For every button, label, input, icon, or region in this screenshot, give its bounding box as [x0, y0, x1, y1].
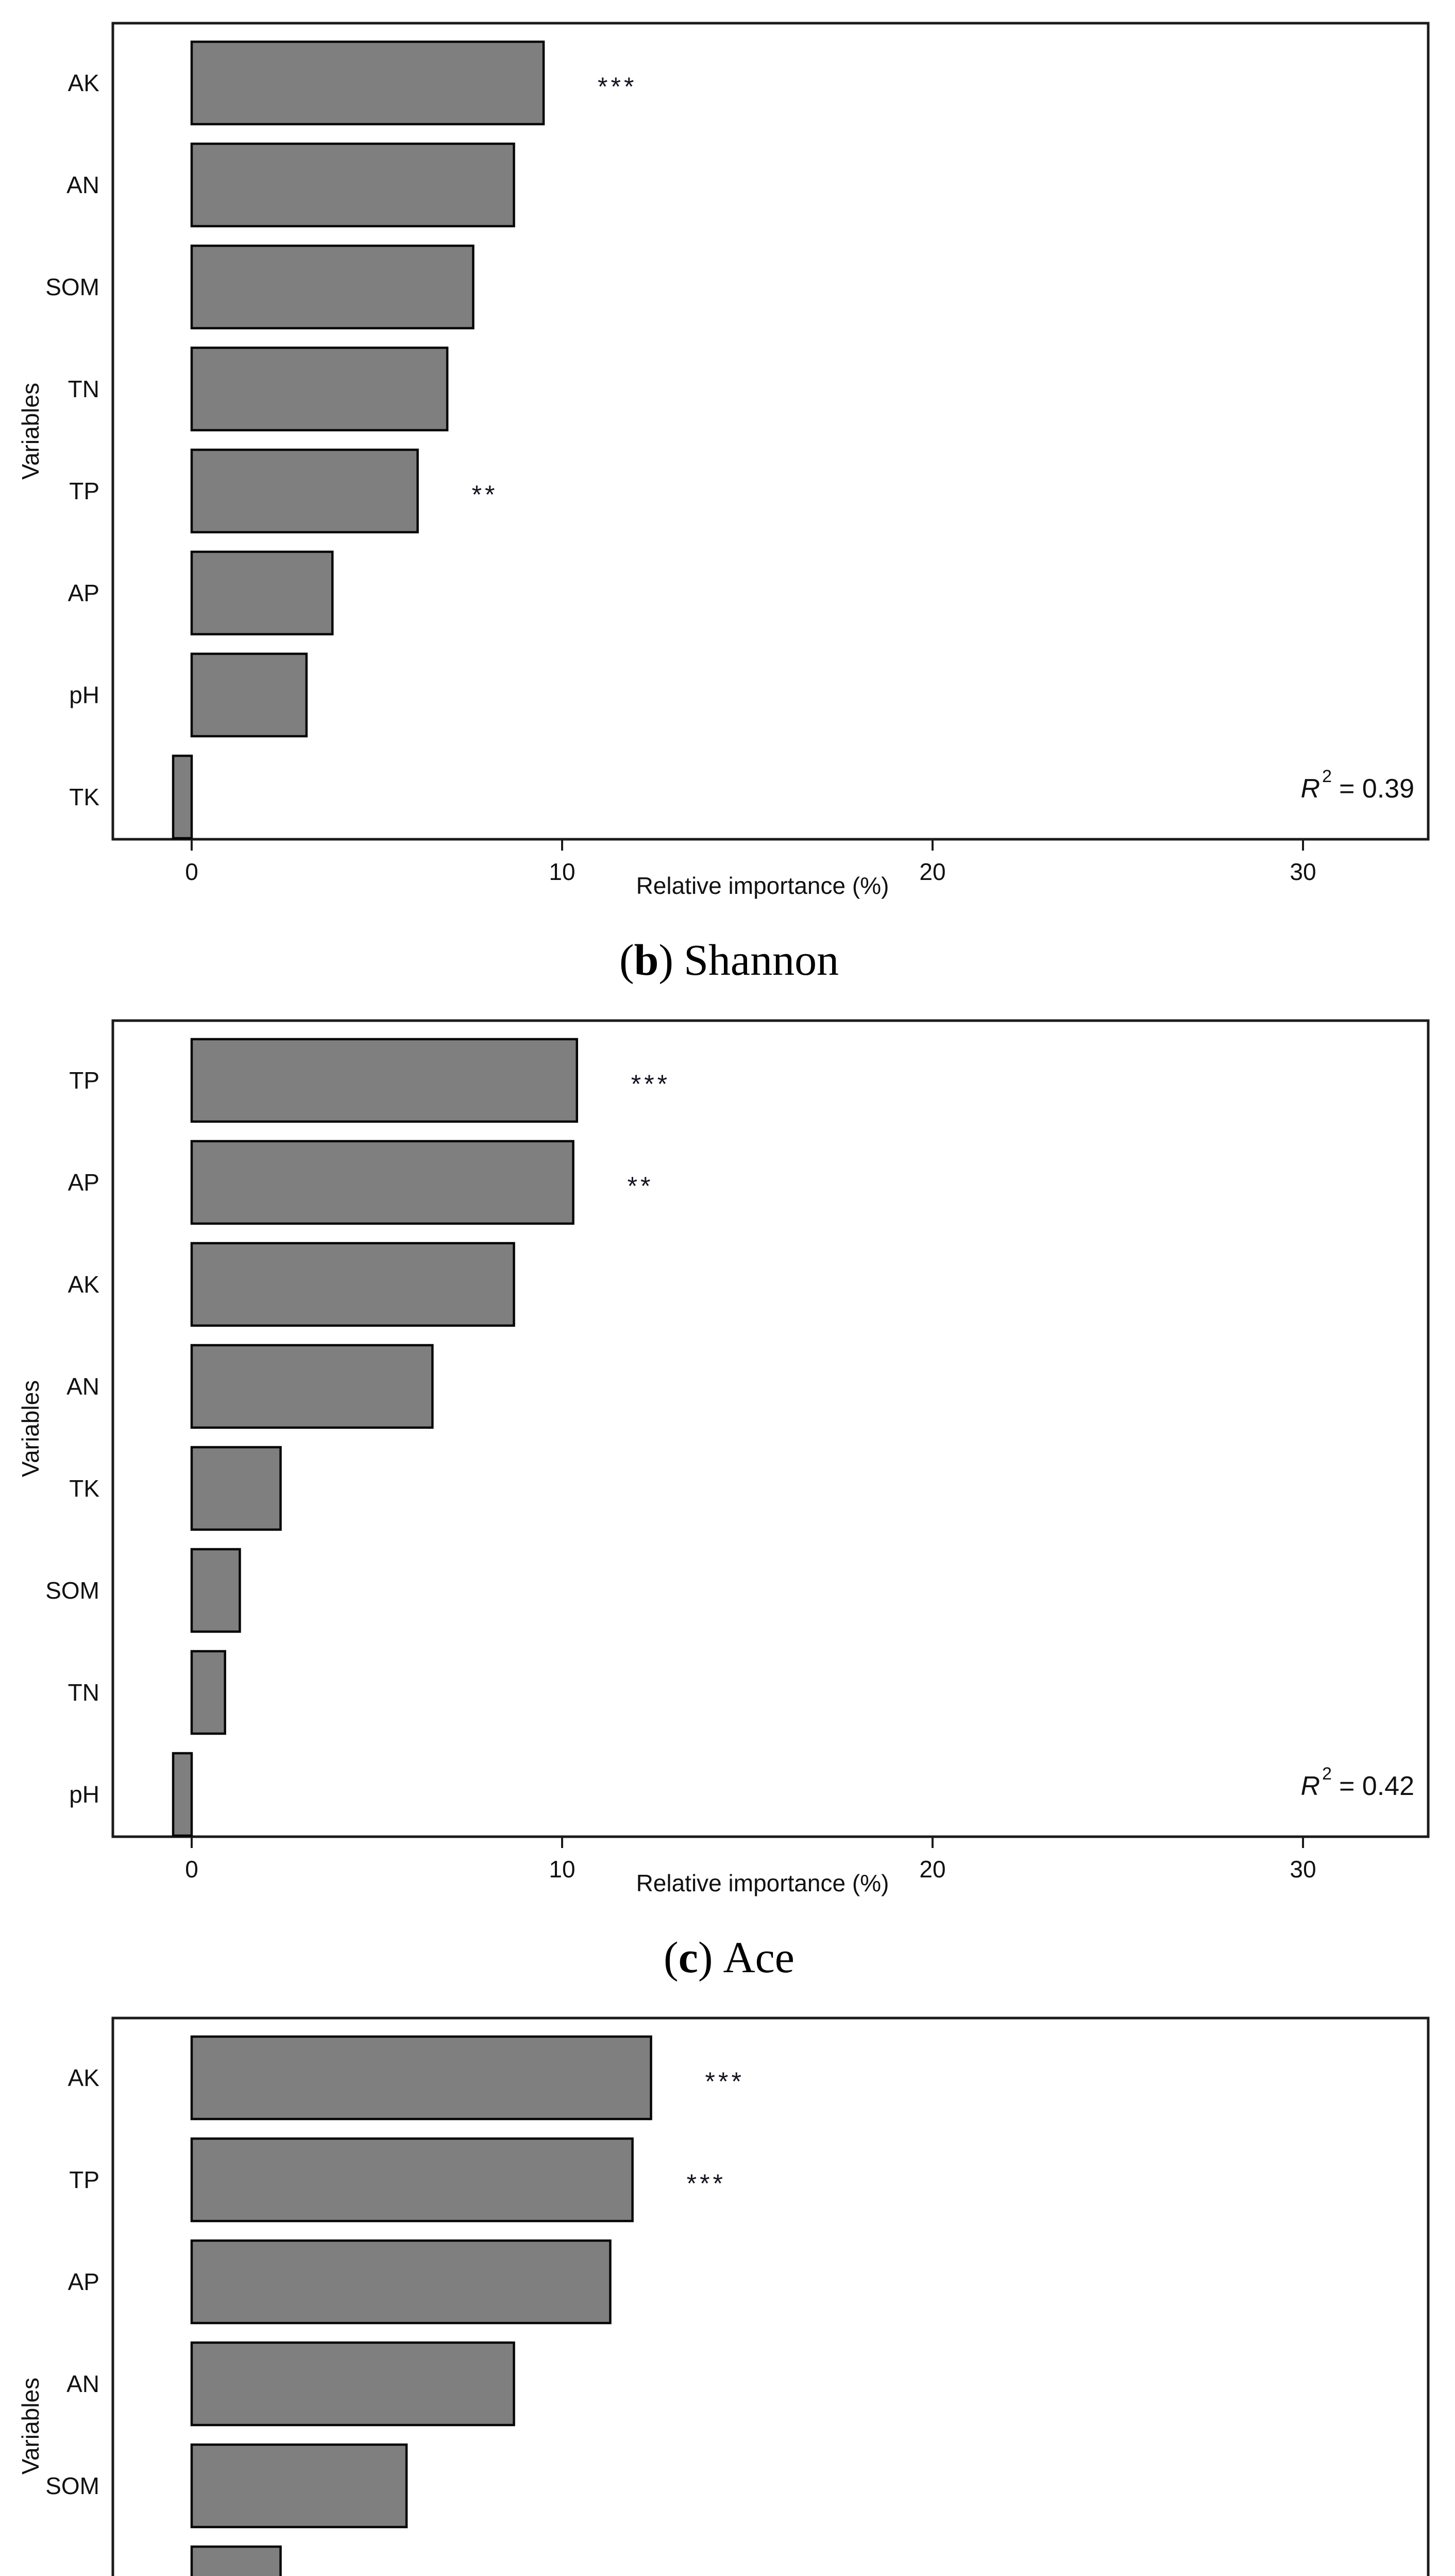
plot-border [111, 22, 1430, 841]
significance-stars-TP: *** [631, 1070, 670, 1098]
bar-TK [172, 754, 193, 840]
x-tick-label-20: 20 [919, 1856, 945, 1883]
y-tick-label-AN: AN [66, 2370, 99, 2397]
plot-border [111, 1019, 1430, 1838]
bar-AK [190, 40, 545, 126]
x-tick-label-10: 10 [549, 1856, 575, 1883]
y-tick-label-SOM: SOM [45, 1577, 99, 1604]
y-tick-label-AK: AK [68, 70, 100, 96]
r-squared-annotation: R 2 = 0.42 [1300, 1764, 1414, 1801]
bar-AK [190, 2035, 652, 2121]
chart-panel-ace: Variables TP *** AP ** AK AN TK SOM TN pH 0 10 20 30… [0, 997, 1455, 1995]
y-tick-label-AN: AN [66, 1373, 99, 1400]
y-tick-label-AP: AP [68, 2268, 99, 2295]
y-tick-label-TP: TP [69, 2166, 99, 2193]
x-tick-label-0: 0 [185, 1856, 198, 1883]
significance-stars-TP: ** [472, 480, 498, 509]
significance-stars-TP: *** [687, 2169, 726, 2198]
panel-caption: (c) Ace [664, 1933, 794, 1982]
bar-AN [190, 142, 515, 228]
x-axis-title: Relative importance (%) [636, 1870, 889, 1896]
y-axis-title: Variables [17, 2378, 44, 2475]
bar-TP [190, 448, 419, 534]
y-tick-label-AK: AK [68, 2064, 100, 2091]
significance-stars-AK: *** [598, 72, 637, 101]
plot-border [111, 2016, 1430, 2576]
bar-TK [190, 1446, 282, 1531]
y-tick-label-TN: TN [68, 2574, 99, 2576]
y-tick-label-SOM: SOM [45, 2472, 99, 2499]
x-axis-layer: 0 10 20 30 [185, 1837, 1316, 1883]
bar-SOM [190, 2443, 408, 2529]
bar-TN [190, 1650, 226, 1735]
y-tick-label-AP: AP [68, 580, 99, 606]
shannon-bar-chart: Variables AK *** AN SOM TN TP ** AP pH TK 0 10 20 30… [17, 22, 1430, 985]
bars-layer: AK *** AN SOM TN TP ** AP pH TK [45, 40, 637, 840]
y-tick-label-pH: pH [69, 1781, 99, 1808]
bar-pH [172, 1752, 193, 1837]
bars-layer: AK***TP***APANSOMTNpHTK [45, 2035, 745, 2576]
x-tick-label-0: 0 [185, 858, 198, 885]
bar-AK [190, 1242, 515, 1327]
x-axis-title: Relative importance (%) [636, 872, 889, 899]
y-axis-title: Variables [17, 1380, 44, 1477]
y-tick-label-TK: TK [69, 784, 99, 810]
bar-SOM [190, 1548, 241, 1633]
y-tick-label-TP: TP [69, 1067, 99, 1094]
y-tick-label-pH: pH [69, 682, 99, 708]
bar-AN [190, 1344, 434, 1429]
bar-TP [190, 2137, 634, 2223]
significance-stars-AK: *** [705, 2067, 745, 2096]
y-tick-label-AP: AP [68, 1169, 99, 1196]
bar-AP [190, 550, 334, 636]
ace-bar-chart: Variables TP *** AP ** AK AN TK SOM TN pH 0 10 20 30… [17, 1019, 1430, 1982]
y-tick-label-TN: TN [68, 1679, 99, 1706]
chart-panel-shannon: Variables AK *** AN SOM TN TP ** AP pH TK 0 10 20 30… [0, 0, 1455, 997]
bar-SOM [190, 244, 475, 330]
bar-TP [190, 1038, 579, 1123]
bars-layer: TP *** AP ** AK AN TK SOM TN pH [45, 1038, 670, 1837]
x-tick-label-20: 20 [919, 858, 945, 885]
x-tick-label-30: 30 [1290, 858, 1316, 885]
bar-AP [190, 1140, 574, 1225]
bar-TN [190, 2545, 282, 2576]
bar-TN [190, 346, 449, 432]
x-tick-label-30: 30 [1290, 1856, 1316, 1883]
panel-caption: (b) Shannon [619, 935, 839, 985]
significance-stars-AP: ** [628, 1172, 654, 1200]
y-tick-label-TP: TP [69, 478, 99, 504]
x-tick-label-10: 10 [549, 858, 575, 885]
y-tick-label-AN: AN [66, 172, 99, 198]
y-tick-label-AK: AK [68, 1271, 100, 1298]
bar-AP [190, 2239, 612, 2325]
y-tick-label-SOM: SOM [45, 274, 99, 300]
chao1-bar-chart: Variables AK***TP***APANSOMTNpHTK 010203… [17, 2016, 1430, 2576]
y-axis-title: Variables [17, 383, 44, 480]
y-tick-label-TK: TK [69, 1475, 99, 1502]
bar-pH [190, 652, 308, 738]
y-tick-label-TN: TN [68, 376, 99, 402]
chart-panel-chao1: Variables AK***TP***APANSOMTNpHTK 010203… [0, 1995, 1455, 2576]
x-axis-layer: 0 10 20 30 [185, 839, 1316, 885]
r-squared-annotation: R 2 = 0.39 [1300, 767, 1414, 804]
bar-AN [190, 2341, 515, 2427]
